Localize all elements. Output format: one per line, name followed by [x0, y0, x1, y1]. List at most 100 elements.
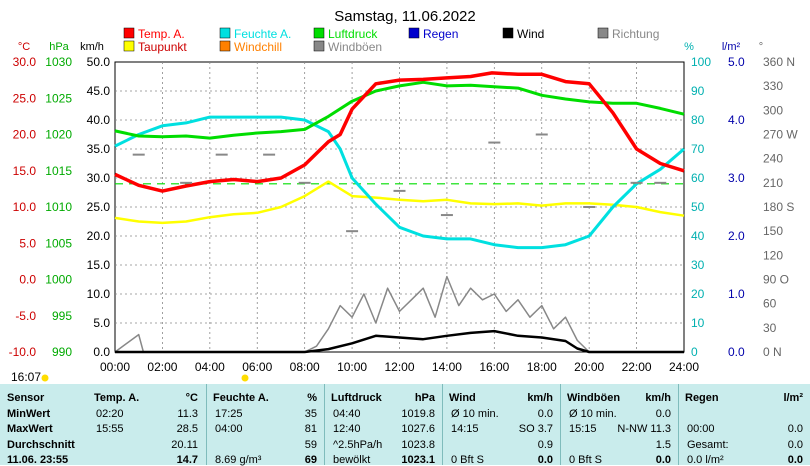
- direction-mark-4: [299, 182, 311, 184]
- stats-header-unit: %: [307, 392, 317, 404]
- stats-cell-value: 0.0: [656, 408, 671, 420]
- legend-label-0: Temp. A.: [138, 27, 185, 41]
- direction-mark-3: [263, 154, 275, 156]
- tick-humidity-0: 100: [691, 55, 711, 69]
- tick-direction-2: 300: [763, 103, 783, 117]
- stats-header-name: Regen: [685, 392, 719, 404]
- legend-label-7: Windchill: [234, 40, 282, 54]
- tick-x-8: 16:00: [479, 360, 509, 374]
- row-label-current: 11.06. 23:55: [7, 454, 68, 466]
- stats-cell-label: 04:00: [215, 423, 243, 435]
- stats-cell-value: 0.0: [788, 454, 803, 466]
- tick-direction-0: 360 N: [763, 55, 795, 69]
- legend-swatch-3: [409, 28, 419, 38]
- unit-humidity: %: [684, 41, 694, 53]
- stats-cell-value: 0.0: [788, 439, 803, 451]
- tick-x-10: 20:00: [574, 360, 604, 374]
- tick-humidity-2: 80: [691, 113, 705, 127]
- tick-pressure-5: 1005: [45, 236, 72, 250]
- direction-mark-11: [631, 182, 643, 184]
- row-label-avg: Durchschnitt: [7, 439, 75, 451]
- stats-header-unit: °C: [186, 392, 198, 404]
- stats-cell-label: 15:55: [96, 423, 124, 435]
- stats-cell-value: 69: [305, 454, 317, 466]
- legend-label-5: Richtung: [612, 27, 659, 41]
- stats-cell-value: 81: [305, 423, 317, 435]
- unit-direction: °: [759, 41, 763, 53]
- stats-header-name: Temp. A.: [94, 392, 139, 404]
- legend-label-2: Luftdruck: [328, 27, 378, 41]
- stats-cell-value: 1023.1: [401, 454, 435, 466]
- legend-label-1: Feuchte A.: [234, 27, 291, 41]
- legend-label-3: Regen: [423, 27, 458, 41]
- tick-direction-11: 30: [763, 321, 777, 335]
- tick-pressure-6: 1000: [45, 273, 72, 287]
- stats-cell-label: 0 Bft S: [569, 454, 602, 466]
- legend-label-4: Wind: [517, 27, 544, 41]
- tick-x-2: 04:00: [195, 360, 225, 374]
- tick-temp-4: 10.0: [13, 200, 37, 214]
- stats-header-unit: km/h: [645, 392, 671, 404]
- row-label-sensor: Sensor: [7, 392, 44, 404]
- direction-mark-12: [654, 182, 666, 184]
- tick-x-5: 10:00: [337, 360, 367, 374]
- stats-cell-value: 11.3: [177, 408, 198, 420]
- tick-speed-6: 20.0: [87, 229, 111, 243]
- tick-pressure-7: 995: [52, 309, 72, 323]
- tick-pressure-8: 990: [52, 345, 72, 359]
- tick-direction-3: 270 W: [763, 128, 798, 142]
- tick-humidity-4: 60: [691, 171, 705, 185]
- sunrise-time: 16:07: [11, 370, 41, 384]
- tick-x-6: 12:00: [384, 360, 414, 374]
- tick-direction-6: 180 S: [763, 200, 794, 214]
- tick-humidity-10: 0: [691, 345, 698, 359]
- stats-rowlabels: Sensor MinWert MaxWert Durchschnitt 11.0…: [0, 384, 88, 465]
- tick-x-12: 24:00: [669, 360, 699, 374]
- tick-speed-1: 45.0: [87, 84, 111, 98]
- tick-temp-8: -10.0: [9, 345, 37, 359]
- sun-icon: [42, 375, 49, 382]
- tick-speed-9: 5.0: [93, 316, 110, 330]
- tick-direction-9: 90 O: [763, 273, 789, 287]
- legend-swatch-0: [124, 28, 134, 38]
- tick-pressure-1: 1025: [45, 91, 72, 105]
- tick-speed-2: 40.0: [87, 113, 111, 127]
- tick-pressure-0: 1030: [45, 55, 72, 69]
- tick-rain-2: 3.0: [728, 171, 745, 185]
- direction-mark-10: [583, 206, 595, 208]
- tick-humidity-8: 20: [691, 287, 705, 301]
- stats-cell-value: 1.5: [656, 439, 671, 451]
- direction-mark-5: [346, 230, 358, 232]
- direction-mark-0: [133, 154, 145, 156]
- stats-cell-value: 1027.6: [401, 423, 435, 435]
- direction-mark-7: [441, 214, 453, 216]
- stats-cell-label: 04:40: [333, 408, 361, 420]
- tick-direction-7: 150: [763, 224, 783, 238]
- legend-swatch-7: [220, 41, 230, 51]
- tick-rain-5: 0.0: [728, 345, 745, 359]
- tick-x-0: 00:00: [100, 360, 130, 374]
- tick-temp-6: 0.0: [19, 273, 36, 287]
- chart-title: Samstag, 11.06.2022: [334, 8, 476, 25]
- stats-cell-label: bewölkt: [333, 454, 370, 466]
- tick-rain-1: 4.0: [728, 113, 745, 127]
- tick-humidity-9: 10: [691, 316, 705, 330]
- stats-cell-label: 15:15: [569, 423, 597, 435]
- stats-header-unit: km/h: [527, 392, 553, 404]
- stats-cell-value: 0.0: [656, 454, 671, 466]
- tick-direction-12: 0 N: [763, 345, 782, 359]
- stats-cell-label: 12:40: [333, 423, 361, 435]
- row-label-max: MaxWert: [7, 423, 53, 435]
- tick-temp-5: 5.0: [19, 236, 36, 250]
- stats-header-name: Wind: [449, 392, 476, 404]
- tick-temp-7: -5.0: [15, 309, 36, 323]
- tick-x-9: 18:00: [527, 360, 557, 374]
- stats-header-name: Luftdruck: [331, 392, 382, 404]
- tick-pressure-2: 1020: [45, 128, 72, 142]
- stats-cell-label: Gesamt:: [687, 439, 729, 451]
- tick-direction-8: 120: [763, 248, 783, 262]
- unit-temp: °C: [18, 41, 30, 53]
